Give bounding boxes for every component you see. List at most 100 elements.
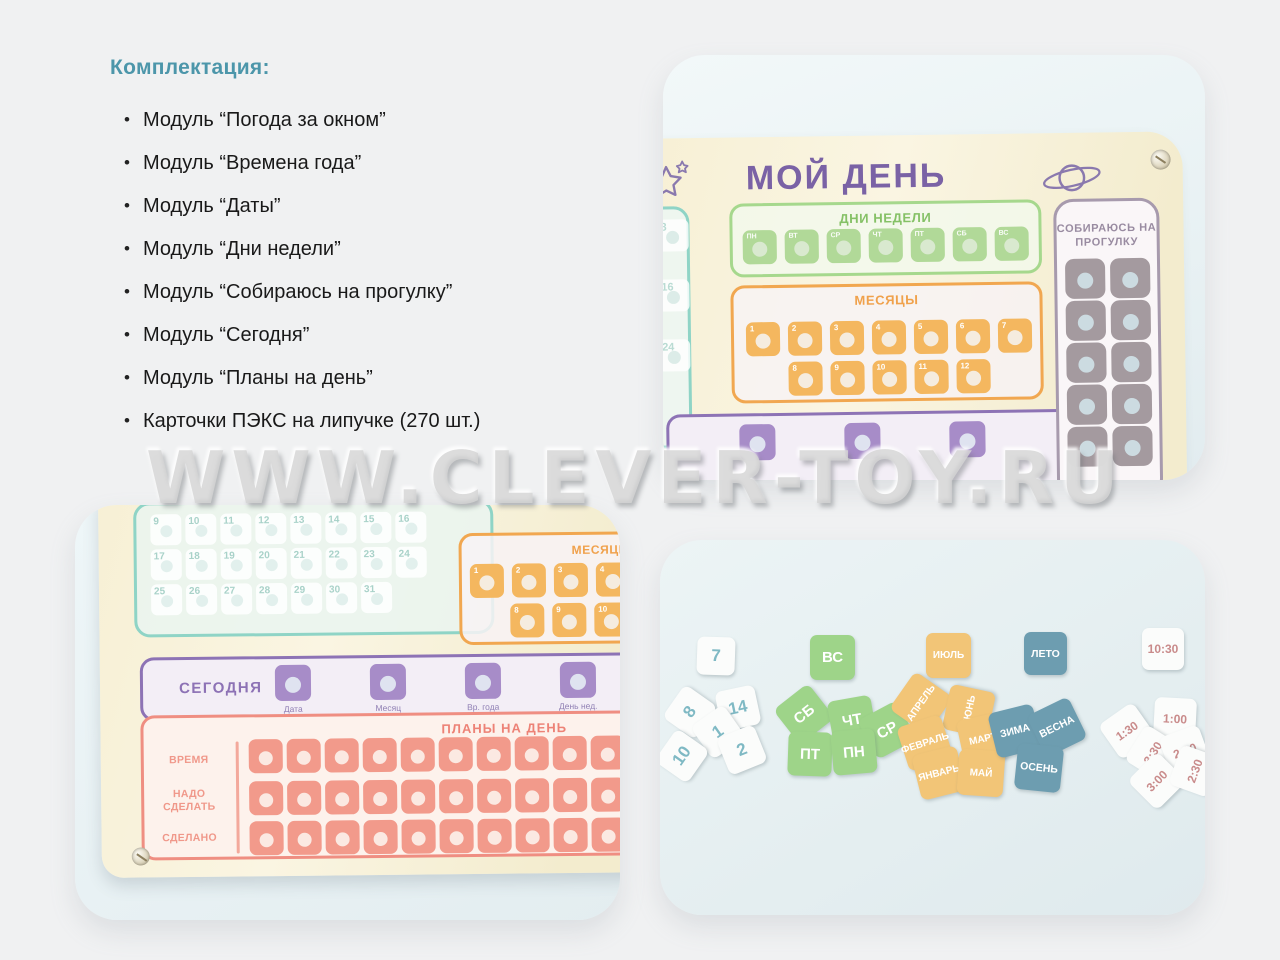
month-tile: 11 <box>914 359 949 395</box>
date-tile: 31 <box>360 581 393 614</box>
plan-tile <box>552 777 588 813</box>
plan-tile <box>325 780 360 815</box>
walk-tile <box>1110 341 1152 382</box>
plans-label: ПЛАНЫ НА ДЕНЬ <box>441 720 568 737</box>
weekday-tile: СБ <box>952 227 987 262</box>
plan-tile <box>248 739 283 774</box>
plan-tile <box>590 735 620 770</box>
packing-item-text: Модуль “Собираюсь на прогулку” <box>142 281 453 303</box>
date-tile: 16 <box>395 511 427 543</box>
screw-icon <box>131 847 150 866</box>
date-tile: 10 <box>185 513 217 546</box>
date-tile: 22 <box>325 547 357 579</box>
date-tile: 12 <box>255 512 287 545</box>
plan-tile <box>287 780 322 815</box>
card-season: ЛЕТО <box>1024 632 1067 675</box>
packing-item-text: Модуль “Сегодня” <box>142 324 310 346</box>
packing-items: • Модуль “Погода за окном” • Модуль “Вре… <box>110 108 610 433</box>
packing-item: • Модуль “Собираюсь на прогулку” <box>110 280 610 304</box>
date-tile: 27 <box>220 583 253 615</box>
card-weekday: ВС <box>810 635 855 680</box>
packing-item: • Модуль “Дни недели” <box>110 237 610 261</box>
plan-tile <box>515 818 550 853</box>
today-slot-label: Месяц <box>375 702 402 714</box>
photo-board-bottom: 9 10 11 12 13 14 15 16 <box>75 505 620 920</box>
photo-cards: 7 8 14 1 10 2 ВС СБ ЧТ СР ПТ ПН ИЮЛЬ АПРЕЛЬ ИЮНЬ Ф… <box>660 540 1205 915</box>
bullet-icon: • <box>124 239 130 258</box>
month-tile: 10 <box>872 360 907 395</box>
plan-tile <box>287 820 322 855</box>
plan-tile <box>401 819 436 854</box>
plans-row-label: ВРЕМЯ <box>169 753 209 767</box>
month-tile: 10 <box>594 602 620 637</box>
walk-tile <box>1066 425 1108 467</box>
plan-tile <box>324 738 359 773</box>
walk-tile <box>1065 341 1107 383</box>
today-slot: День нед. <box>543 661 614 712</box>
date-tile: 15 <box>360 511 392 544</box>
plan-tile <box>439 819 474 854</box>
board-title: МОЙ ДЕНЬ <box>745 156 947 198</box>
wooden-board-top: МОЙ ДЕНЬ 8 16 24 ДНИ НЕДЕЛИ <box>663 131 1188 480</box>
date-tile: 13 <box>290 512 322 544</box>
date-tile: 26 <box>185 583 218 616</box>
plan-tile <box>401 779 436 814</box>
dates-section: 9 10 11 12 13 14 15 16 <box>133 505 495 638</box>
card-time: 10:30 <box>1142 628 1184 670</box>
months-label: МЕСЯЦЫ <box>571 542 620 557</box>
date-tile: 24 <box>663 339 691 372</box>
bullet-icon: • <box>124 411 130 430</box>
month-tile: 1 <box>745 321 781 357</box>
bullet-icon: • <box>124 282 130 301</box>
walk-tile <box>1110 299 1151 340</box>
packing-item-text: Карточки ПЭКС на липучке (270 шт.) <box>142 410 481 432</box>
today-tile <box>949 421 986 458</box>
month-tile: 6 <box>955 319 991 354</box>
today-slot: Дата <box>258 664 329 715</box>
weekday-tile: ПТ <box>910 227 945 263</box>
plan-tile <box>590 777 620 812</box>
today-tile <box>369 663 407 701</box>
plan-tile <box>552 735 587 771</box>
bullet-icon: • <box>124 153 130 172</box>
plan-tile <box>286 738 321 773</box>
month-tile: 8 <box>510 603 545 638</box>
walk-tile <box>1109 257 1150 298</box>
screw-icon <box>1150 149 1171 170</box>
date-tile: 29 <box>290 582 323 614</box>
date-tile: 23 <box>360 546 392 579</box>
card-month: ИЮЛЬ <box>926 633 971 678</box>
shooting-star-icon <box>663 160 689 198</box>
packing-item-text: Модуль “Дни недели” <box>142 238 341 260</box>
packing-list: Комплектация: • Модуль “Погода за окном”… <box>110 56 610 452</box>
plan-tile <box>438 737 473 772</box>
plan-tile <box>400 737 435 772</box>
months-section-partial: МЕСЯЦЫ 1 2 3 4 8 9 <box>458 530 620 646</box>
packing-item-text: Модуль “Погода за окном” <box>142 109 386 131</box>
today-slot: Месяц <box>353 663 424 714</box>
plan-tile <box>363 779 398 815</box>
weekday-tile: ЧТ <box>868 228 903 263</box>
month-tile: 12 <box>956 359 991 394</box>
date-tile: 20 <box>255 547 287 580</box>
date-tile: 14 <box>325 512 357 544</box>
month-tile: 7 <box>997 318 1033 353</box>
walk-section: СОБИРАЮСЬ НА ПРОГУЛКУ <box>1053 197 1164 480</box>
plans-row-label: СДЕЛАНО <box>162 831 218 845</box>
packing-item-text: Модуль “Времена года” <box>142 152 362 174</box>
today-tile <box>274 664 312 702</box>
month-tile: 8 <box>788 361 823 396</box>
walk-tile <box>1111 425 1153 466</box>
date-tile: 9 <box>150 514 182 546</box>
walk-tile <box>1065 299 1106 341</box>
date-tile: 8 <box>663 219 689 252</box>
today-slot-label: День нед. <box>558 700 598 712</box>
plan-tile <box>362 737 397 773</box>
date-tile: 18 <box>185 548 217 581</box>
month-tile: 5 <box>913 319 949 355</box>
packing-item: • Модуль “Даты” <box>110 194 610 218</box>
weekday-tile: СР <box>826 228 861 264</box>
wooden-board-bottom: 9 10 11 12 13 14 15 16 <box>98 505 620 878</box>
plan-tile <box>514 778 550 813</box>
date-tile: 24 <box>395 546 427 578</box>
